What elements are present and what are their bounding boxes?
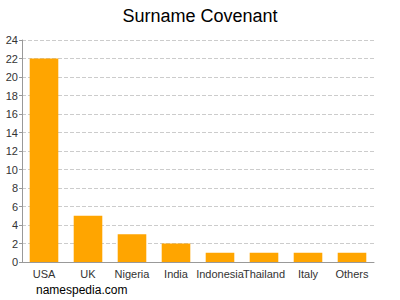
svg-text:20: 20 bbox=[6, 71, 18, 83]
svg-text:10: 10 bbox=[6, 164, 18, 176]
svg-text:USA: USA bbox=[33, 268, 56, 280]
svg-text:24: 24 bbox=[6, 34, 18, 46]
svg-text:18: 18 bbox=[6, 90, 18, 102]
svg-text:6: 6 bbox=[12, 201, 18, 213]
svg-text:Italy: Italy bbox=[298, 268, 319, 280]
svg-text:Thailand: Thailand bbox=[243, 268, 285, 280]
svg-text:2: 2 bbox=[12, 238, 18, 250]
svg-text:Indonesia: Indonesia bbox=[196, 268, 245, 280]
svg-text:India: India bbox=[164, 268, 189, 280]
svg-text:Others: Others bbox=[335, 268, 369, 280]
svg-text:8: 8 bbox=[12, 182, 18, 194]
svg-text:UK: UK bbox=[80, 268, 96, 280]
svg-text:14: 14 bbox=[6, 127, 18, 139]
svg-text:Surname Covenant: Surname Covenant bbox=[122, 6, 277, 26]
svg-text:0: 0 bbox=[12, 256, 18, 268]
svg-text:22: 22 bbox=[6, 53, 18, 65]
svg-text:Nigeria: Nigeria bbox=[115, 268, 151, 280]
svg-text:16: 16 bbox=[6, 108, 18, 120]
svg-text:12: 12 bbox=[6, 145, 18, 157]
svg-text:4: 4 bbox=[12, 219, 18, 231]
svg-text:namespedia.com: namespedia.com bbox=[36, 283, 127, 297]
